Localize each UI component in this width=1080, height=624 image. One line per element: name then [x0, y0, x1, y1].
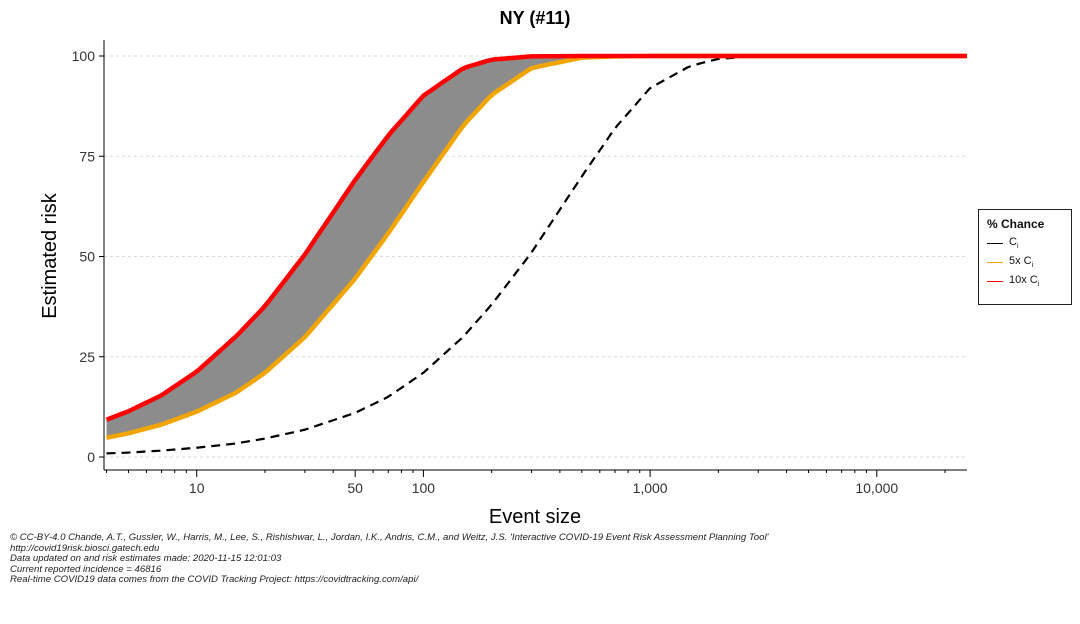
legend-label: 10x Ci — [1009, 274, 1040, 289]
caption: © CC-BY-4.0 Chande, A.T., Gussler, W., H… — [10, 532, 1070, 586]
legend-swatch — [987, 262, 1003, 263]
x-tick-label: 100 — [412, 480, 436, 496]
risk-band — [106, 56, 967, 438]
x-axis-label: Event size — [489, 506, 581, 528]
caption-incidence: Current reported incidence = 46816 — [10, 563, 162, 575]
axes: 0 25 50 75 100 10 50 100 1,000 10,000 — [72, 40, 967, 496]
y-axis-label: Estimated risk — [39, 192, 61, 319]
caption-source: Real-time COVID19 data comes from the CO… — [10, 574, 419, 586]
x-tick-label: 10,000 — [855, 480, 898, 496]
legend-item: Ci — [987, 236, 1071, 251]
gridlines — [104, 55, 967, 458]
y-tick-label: 25 — [79, 349, 95, 365]
legend-item: 10x Ci — [987, 274, 1071, 289]
y-tick-label: 0 — [87, 449, 95, 465]
legend: % Chance Ci 5x Ci 10x Ci — [978, 209, 1072, 305]
legend-title: % Chance — [987, 217, 1045, 231]
series-line-10x-ci — [105, 53, 967, 422]
caption-citation: © CC-BY-4.0 Chande, A.T., Gussler, W., H… — [10, 532, 769, 543]
risk-chart: NY (#11) 0 25 50 75 100 10 50 100 1,000 10,000 Ev… — [39, 8, 967, 528]
legend-item: 5x Ci — [987, 255, 1071, 270]
x-tick-label: 50 — [347, 480, 363, 496]
shaded-risk-band — [106, 56, 967, 438]
y-tick-label: 50 — [79, 249, 95, 265]
legend-swatch — [987, 243, 1003, 244]
legend-label: Ci — [1009, 236, 1019, 251]
x-tick-label: 1,000 — [633, 480, 668, 496]
y-tick-label: 100 — [72, 48, 96, 64]
series-lines — [105, 53, 967, 455]
caption-updated: Data updated on and risk estimates made:… — [10, 553, 282, 565]
caption-url: http://covid19risk.biosci.gatech.edu — [10, 542, 160, 554]
legend-label: 5x Ci — [1009, 255, 1034, 270]
x-tick-label: 10 — [189, 480, 205, 496]
chart-title: NY (#11) — [500, 8, 571, 28]
legend-swatch — [987, 281, 1003, 282]
y-tick-label: 75 — [79, 148, 95, 164]
